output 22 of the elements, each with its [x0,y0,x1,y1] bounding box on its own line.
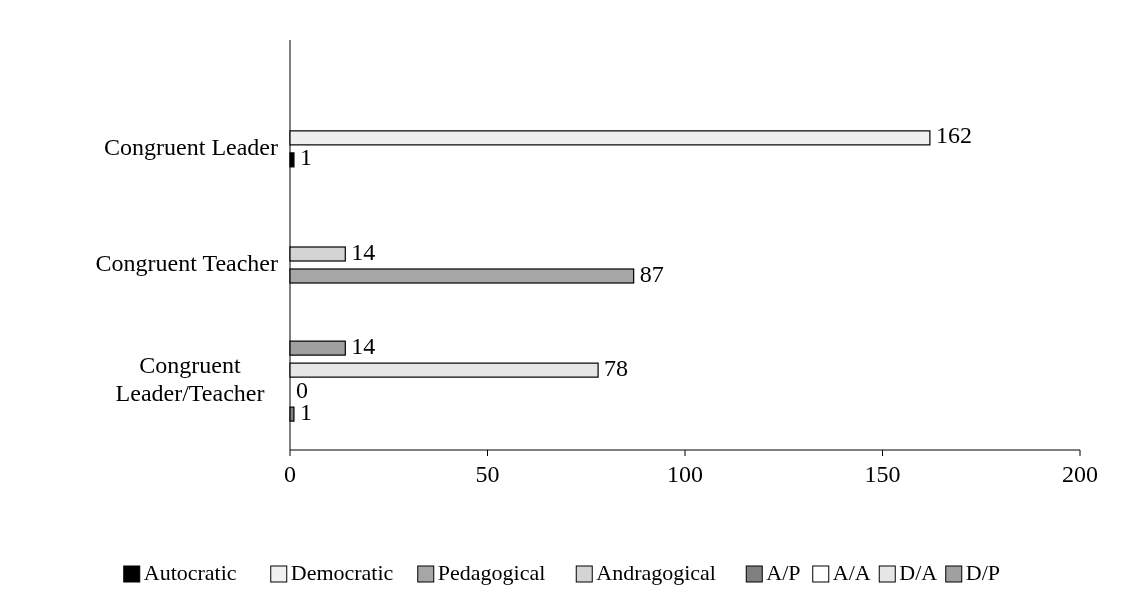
legend-label: D/P [965,560,1000,586]
y-tick-label: Congruent Teacher [95,249,278,276]
legend-label: A/P [766,560,801,586]
data-label: 78 [604,354,629,381]
data-label: 1 [299,144,312,171]
data-label: 87 [639,260,664,287]
legend-label: Andragogical [596,560,716,586]
y-tick-label: Congruent Leader/Teacher [115,351,265,406]
x-tick-label: 150 [864,461,901,487]
legend-label: Democratic [290,560,394,586]
data-label: 14 [351,238,376,265]
x-tick-label: 50 [475,461,500,487]
y-tick-label: Congruent Leader [104,133,278,160]
legend-label: D/A [899,560,938,586]
x-tick-label: 200 [1062,461,1098,487]
legend-label: Autocratic [143,560,237,586]
legend-label: A/A [832,560,871,586]
x-tick-label: 0 [284,461,296,487]
legend-label: Pedagogical [437,560,546,586]
data-label: 14 [351,332,376,359]
data-label: 162 [935,122,972,149]
x-tick-label: 100 [667,461,703,487]
